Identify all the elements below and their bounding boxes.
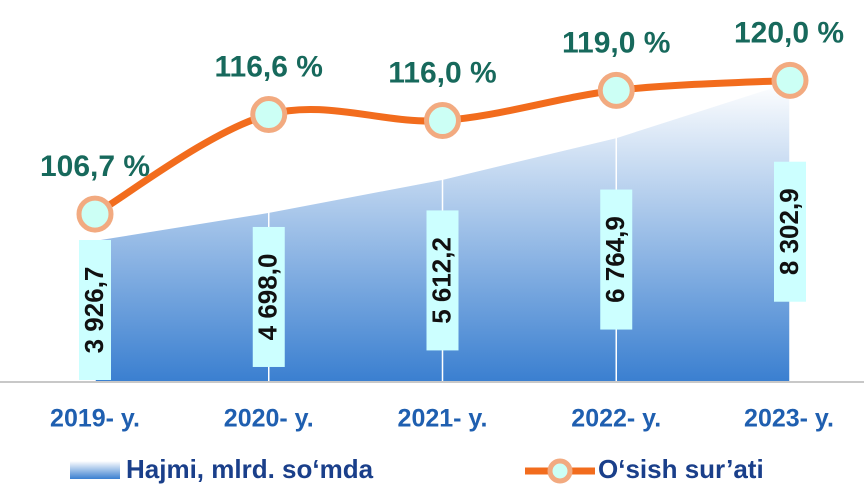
line-marker <box>76 195 114 233</box>
value-label: 8 302,9 <box>774 188 804 275</box>
legend-label: Hajmi, mlrd. so‘mda <box>126 454 374 484</box>
value-label: 106,7 % <box>40 150 150 183</box>
value-label-box <box>774 161 806 302</box>
value-label: 5 612,2 <box>426 237 456 324</box>
legend-label: O‘sish sur’ati <box>598 454 764 484</box>
plot-area: 3 926,7 4 698,0 5 612,2 6 764,9 8 302,9 106,7… <box>40 16 844 432</box>
x-tick-label: 2019- y. <box>50 405 140 433</box>
legend-swatch-area <box>70 461 120 479</box>
line-marker <box>424 102 461 140</box>
x-tick-label: 2020- y. <box>224 405 314 433</box>
legend: Hajmi, mlrd. so‘mda O‘sish sur’ati <box>70 454 764 484</box>
x-tick-label: 2021- y. <box>398 405 488 433</box>
value-label-box <box>252 226 285 367</box>
value-label-box <box>600 189 633 330</box>
value-label: 4 698,0 <box>253 254 283 341</box>
value-label: 6 764,9 <box>600 216 630 303</box>
value-label-box <box>426 210 459 351</box>
value-label: 3 926,7 <box>79 267 109 354</box>
x-tick-label: 2022- y. <box>571 405 661 433</box>
value-label-box <box>79 240 111 380</box>
line-marker <box>771 61 809 99</box>
value-label: 120,0 % <box>734 16 844 49</box>
value-label: 116,0 % <box>388 56 496 89</box>
x-tick-label: 2023- y. <box>744 405 834 433</box>
value-label: 119,0 % <box>562 26 670 59</box>
line-marker <box>250 96 288 134</box>
value-label: 116,6 % <box>215 50 323 83</box>
legend-marker <box>547 458 573 484</box>
line-marker <box>597 71 635 109</box>
